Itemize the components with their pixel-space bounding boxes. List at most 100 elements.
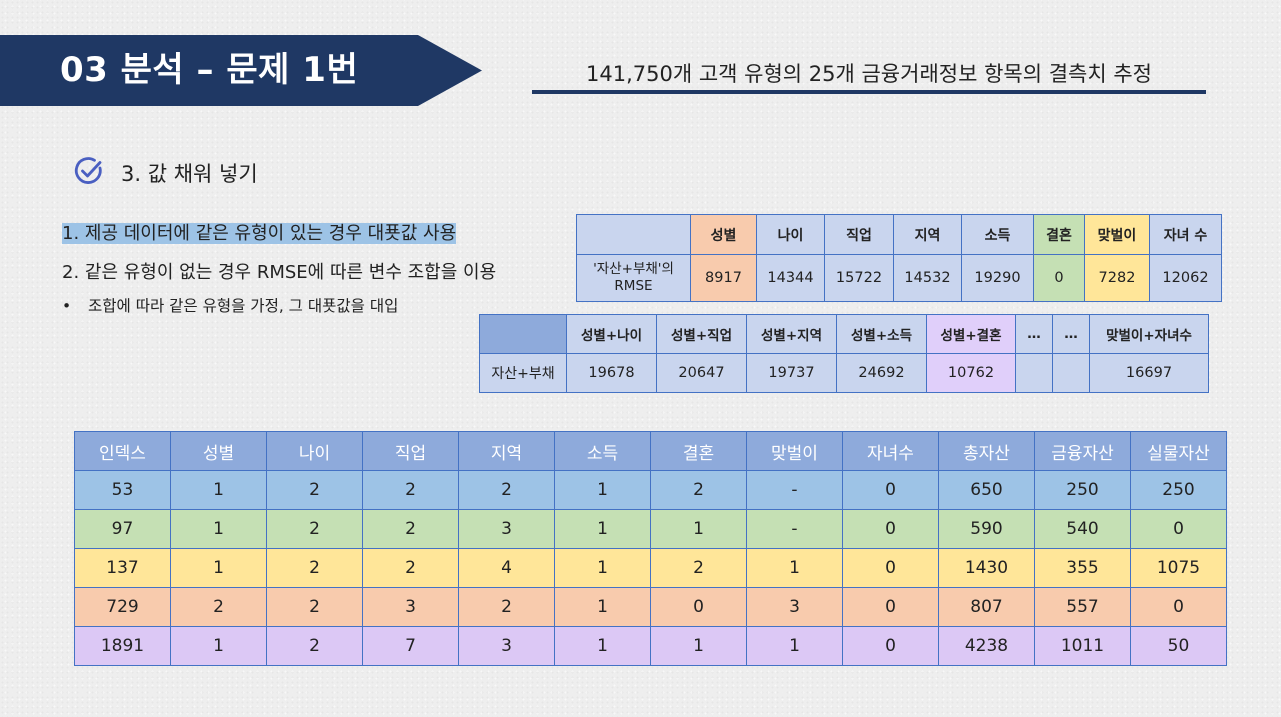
column-header: 나이 — [266, 431, 363, 471]
table-cell: 97 — [74, 509, 171, 549]
table-cell: - — [746, 509, 843, 549]
column-header: 실물자산 — [1130, 431, 1227, 471]
point-2: 2. 같은 유형이 없는 경우 RMSE에 따른 변수 조합을 이용 — [62, 262, 497, 283]
table-cell: 0 — [842, 626, 939, 666]
table-cell: 1 — [170, 509, 267, 549]
rmse-combo-value — [1052, 353, 1090, 393]
table-cell: 1075 — [1130, 548, 1227, 588]
table-cell: 0 — [842, 509, 939, 549]
table-row: 729 2 2 3 2 1 0 3 0 807 557 0 — [74, 587, 1227, 627]
table-cell: 2 — [362, 509, 459, 549]
page-subtitle: 141,750개 고객 유형의 25개 금융거래정보 항목의 결측치 추정 — [585, 62, 1152, 86]
column-header: 직업 — [362, 431, 459, 471]
rmse-combo-value: 24692 — [836, 353, 927, 393]
table-cell: 3 — [362, 587, 459, 627]
table-cell: 1891 — [74, 626, 171, 666]
rmse-combo-value: 10762 — [926, 353, 1016, 393]
bullet-text: 조합에 따라 같은 유형을 가정, 그 대푯값을 대입 — [88, 297, 399, 315]
table-cell: 0 — [650, 587, 747, 627]
rmse-single-header: 소득 — [961, 214, 1034, 255]
rmse-combo-header: 성별+결혼 — [926, 314, 1016, 354]
table-cell: 729 — [74, 587, 171, 627]
rmse-single-value: 14532 — [893, 254, 962, 302]
table-cell: 53 — [74, 470, 171, 510]
table-cell: 2 — [266, 587, 363, 627]
table-cell: 2 — [458, 470, 555, 510]
table-cell: 250 — [1130, 470, 1227, 510]
table-cell: 4 — [458, 548, 555, 588]
table-cell: 0 — [1130, 587, 1227, 627]
table-cell: 2 — [362, 548, 459, 588]
table-cell: 0 — [842, 470, 939, 510]
point-1: 1. 제공 데이터에 같은 유형이 있는 경우 대푯값 사용 — [62, 219, 457, 245]
rmse-single-header: 결혼 — [1033, 214, 1085, 255]
column-header: 인덱스 — [74, 431, 171, 471]
table-cell: 50 — [1130, 626, 1227, 666]
table-cell: 137 — [74, 548, 171, 588]
subtitle-underline — [532, 90, 1206, 94]
table-cell: 7 — [362, 626, 459, 666]
table-cell: 2 — [458, 587, 555, 627]
rmse-combo-corner — [479, 314, 567, 354]
table-cell: 2 — [650, 470, 747, 510]
rmse-single-corner — [576, 214, 691, 255]
table-cell: 2 — [266, 509, 363, 549]
table-cell: 0 — [842, 587, 939, 627]
rmse-combo-header: … — [1015, 314, 1053, 354]
rmse-single-row-label-1: '자산+부채'의 — [593, 261, 674, 277]
rmse-single-value-row: '자산+부채'의 RMSE 8917 14344 15722 14532 192… — [576, 254, 1222, 302]
rmse-combo-header: 성별+지역 — [746, 314, 837, 354]
table-cell: 1 — [554, 470, 651, 510]
column-header: 맞벌이 — [746, 431, 843, 471]
table-cell: 250 — [1034, 470, 1131, 510]
table-cell: 3 — [746, 587, 843, 627]
rmse-single-header: 나이 — [756, 214, 825, 255]
table-cell: 3 — [458, 626, 555, 666]
table-cell: 355 — [1034, 548, 1131, 588]
point-1-text: 1. 제공 데이터에 같은 유형이 있는 경우 대푯값 사용 — [62, 223, 457, 244]
table-cell: 557 — [1034, 587, 1131, 627]
table-cell: 1 — [554, 626, 651, 666]
rmse-single-header: 지역 — [893, 214, 962, 255]
table-cell: - — [746, 470, 843, 510]
table-cell: 2 — [170, 587, 267, 627]
check-circle-icon — [74, 157, 102, 184]
rmse-single-value: 0 — [1033, 254, 1085, 302]
rmse-single-row-label-2: RMSE — [614, 278, 653, 294]
table-cell: 3 — [458, 509, 555, 549]
rmse-single-value: 12062 — [1149, 254, 1222, 302]
table-cell: 1 — [746, 626, 843, 666]
table-cell: 1 — [554, 548, 651, 588]
rmse-combo-row-label: 자산+부채 — [479, 353, 567, 393]
column-header: 성별 — [170, 431, 267, 471]
column-header: 소득 — [554, 431, 651, 471]
rmse-single-header: 직업 — [824, 214, 894, 255]
table-cell: 1 — [746, 548, 843, 588]
bullet-item: • 조합에 따라 같은 유형을 가정, 그 대푯값을 대입 — [62, 294, 398, 316]
table-cell: 590 — [938, 509, 1035, 549]
rmse-single-value: 8917 — [690, 254, 757, 302]
rmse-combo-value: 19737 — [746, 353, 837, 393]
table-cell: 807 — [938, 587, 1035, 627]
rmse-combo-header: 성별+소득 — [836, 314, 927, 354]
table-cell: 0 — [842, 548, 939, 588]
table-cell: 2 — [362, 470, 459, 510]
table-cell: 1011 — [1034, 626, 1131, 666]
table-cell: 1430 — [938, 548, 1035, 588]
table-header-row: 인덱스 성별 나이 직업 지역 소득 결혼 맞벌이 자녀수 총자산 금융자산 실… — [74, 431, 1227, 471]
rmse-single-value: 19290 — [961, 254, 1034, 302]
table-cell: 1 — [170, 548, 267, 588]
rmse-combo-header: 성별+직업 — [656, 314, 747, 354]
rmse-combo-value-row: 자산+부채 19678 20647 19737 24692 10762 1669… — [479, 353, 1209, 393]
title-banner: 03 분석 – 문제 1번 — [0, 35, 482, 106]
table-cell: 1 — [170, 470, 267, 510]
rmse-combo-header: … — [1052, 314, 1090, 354]
column-header: 금융자산 — [1034, 431, 1131, 471]
table-cell: 0 — [1130, 509, 1227, 549]
table-cell: 1 — [554, 509, 651, 549]
column-header: 지역 — [458, 431, 555, 471]
column-header: 결혼 — [650, 431, 747, 471]
table-cell: 1 — [650, 509, 747, 549]
rmse-single-header-row: 성별 나이 직업 지역 소득 결혼 맞벌이 자녀 수 — [576, 214, 1222, 255]
rmse-combo-header: 성별+나이 — [566, 314, 657, 354]
